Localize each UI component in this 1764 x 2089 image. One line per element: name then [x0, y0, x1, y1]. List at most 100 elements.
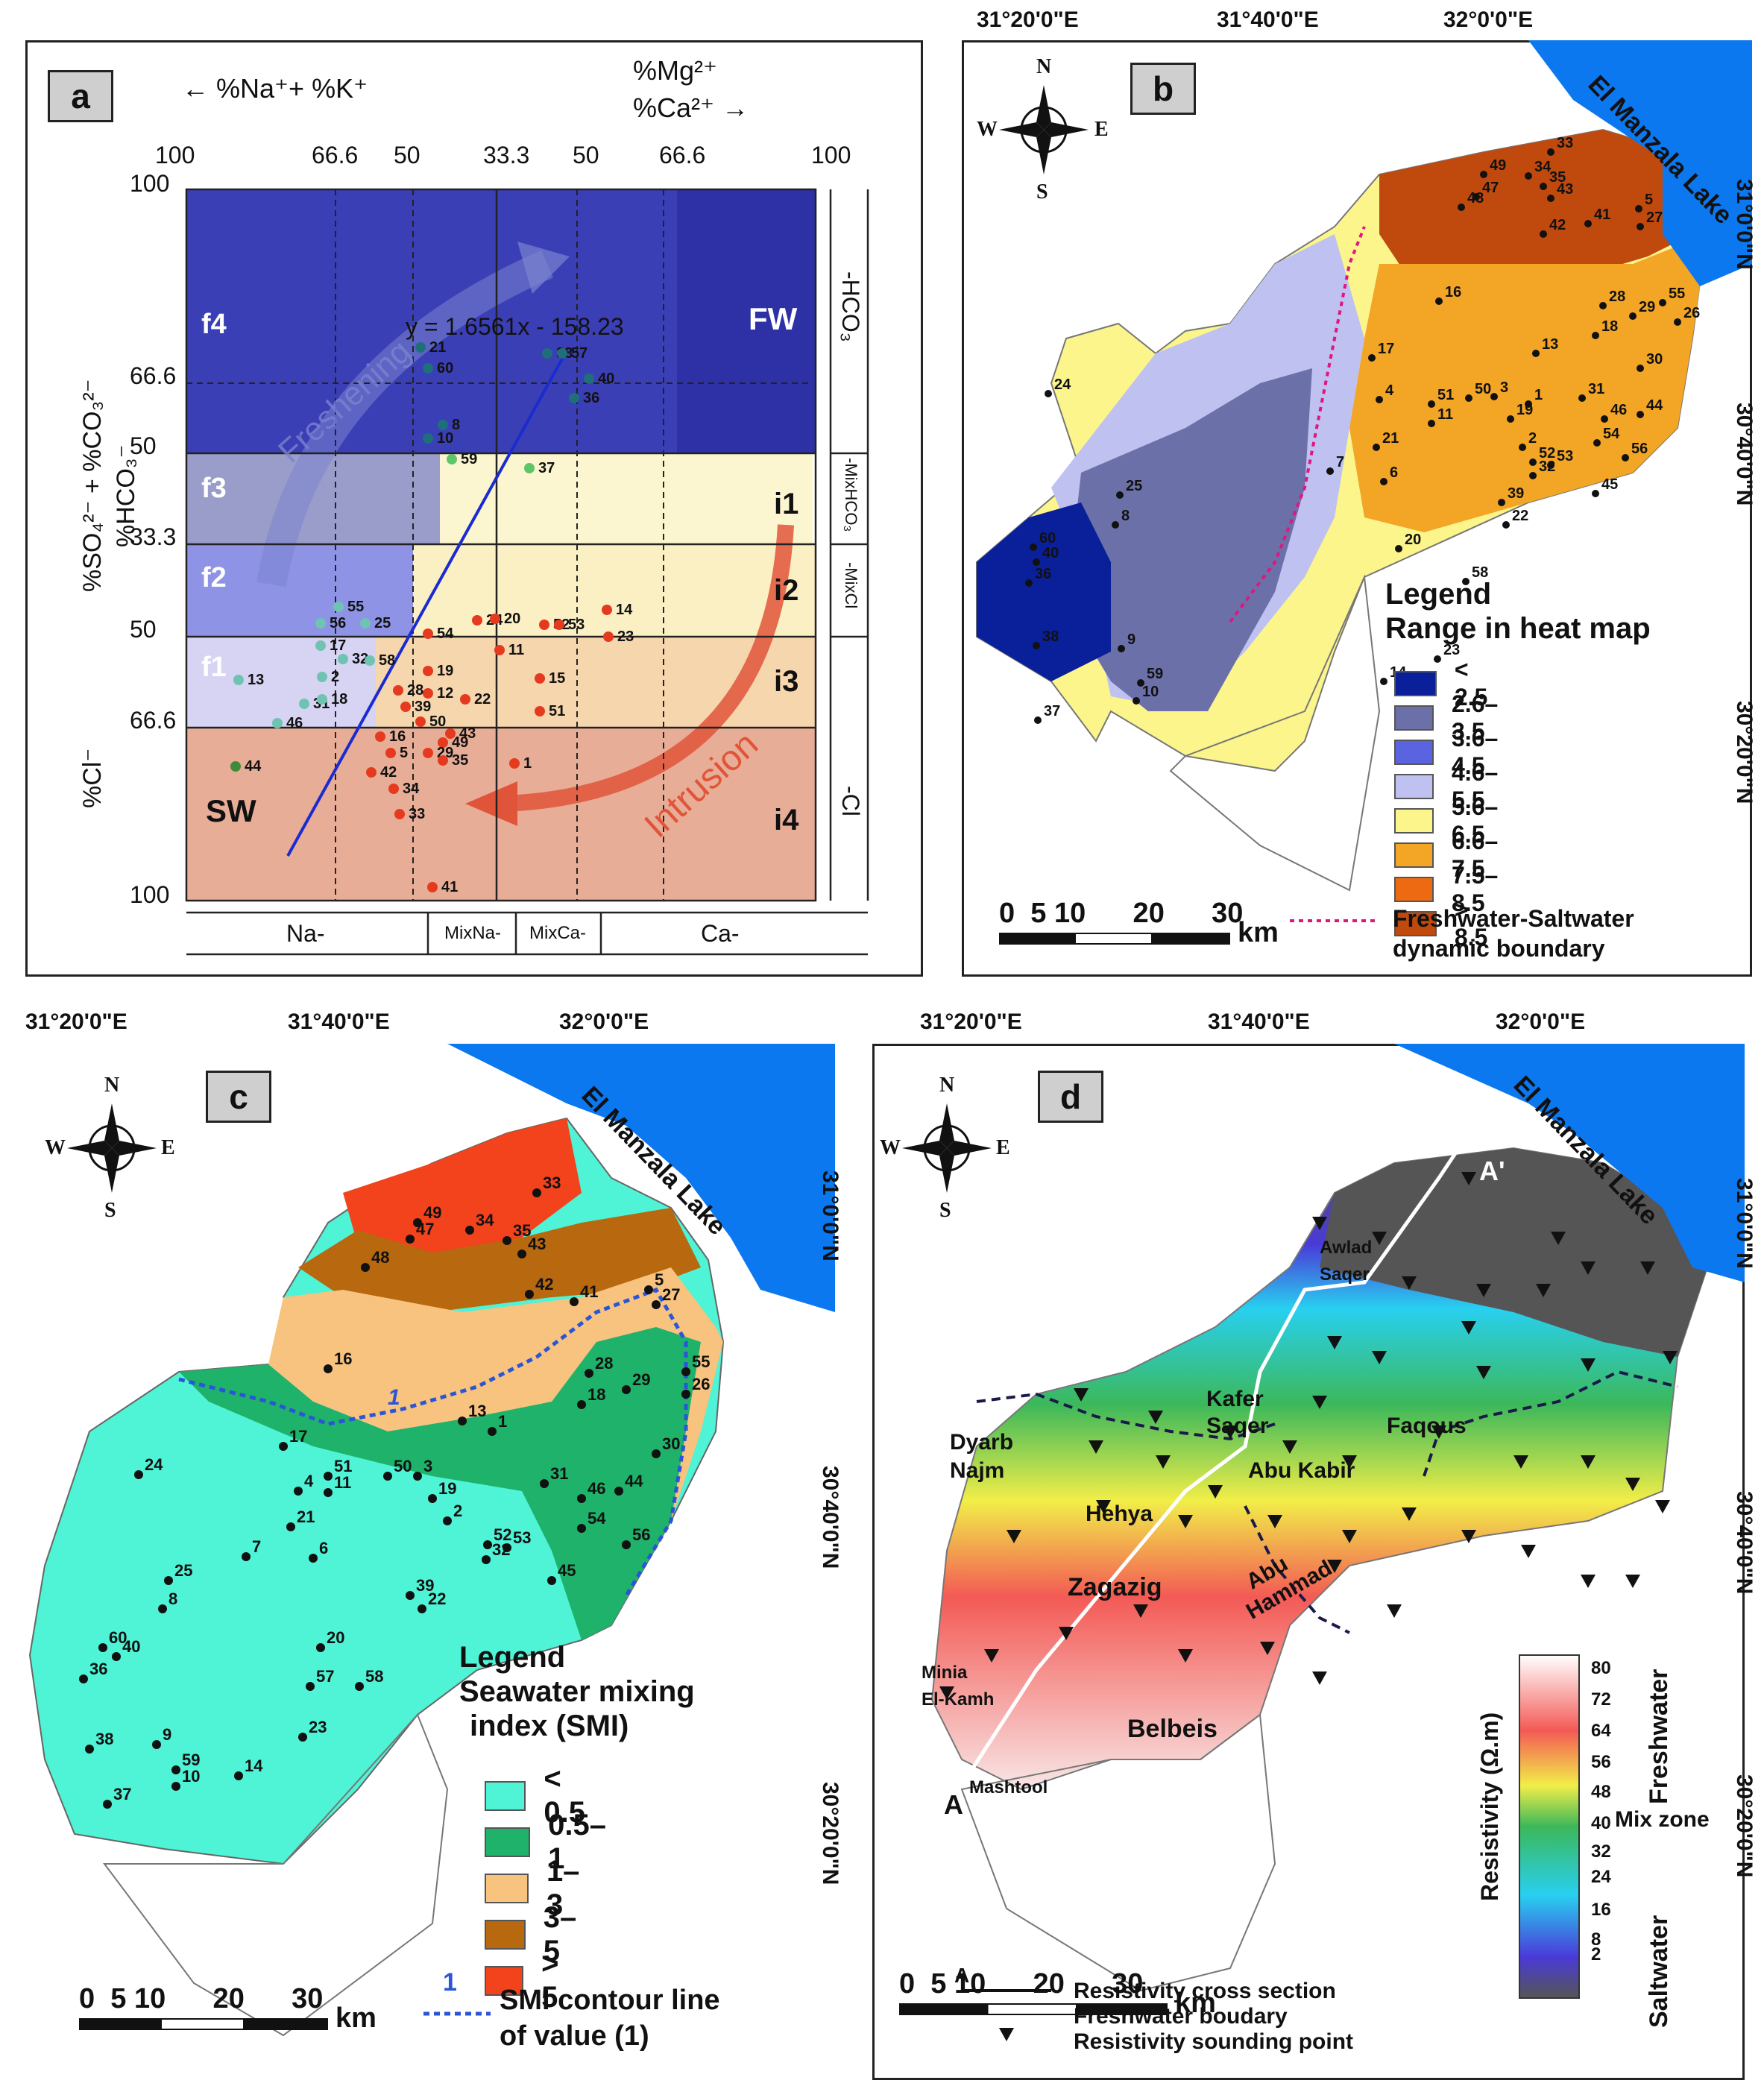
legend-item: 3.6–4.5 — [1394, 725, 1511, 780]
scale-bar: 0 5 10 20 30 km — [999, 898, 1279, 948]
well-label: 5 — [1645, 192, 1653, 208]
well-label: 45 — [1601, 476, 1618, 493]
sample-point — [490, 614, 500, 624]
sounding-point — [1581, 1358, 1596, 1372]
well-point — [1659, 299, 1666, 306]
well-point — [158, 1604, 167, 1613]
sample-point — [360, 618, 371, 628]
sample-point-label: 37 — [538, 460, 555, 476]
legend-item: > 5 — [485, 1947, 572, 2014]
well-point — [1472, 193, 1480, 201]
well-label: 23 — [1443, 642, 1460, 658]
sounding-point — [984, 1649, 999, 1663]
well-point — [1629, 312, 1637, 320]
bottom-label-mixca: MixCa- — [529, 923, 586, 943]
well-point — [1112, 521, 1119, 529]
well-label: 9 — [1127, 631, 1135, 648]
well-label: 40 — [1042, 545, 1059, 561]
sounding-point — [1581, 1575, 1596, 1588]
well-point — [1601, 415, 1608, 423]
well-label: 32 — [1539, 459, 1555, 475]
well-label: 28 — [595, 1354, 613, 1373]
zone-label-f3: f3 — [201, 473, 227, 504]
well-point — [413, 1472, 422, 1481]
sample-point — [272, 718, 283, 728]
well-point — [681, 1390, 690, 1399]
place-label: Kafer — [1206, 1387, 1264, 1411]
c-right-coord-2: 30°40'0"N — [818, 1466, 842, 1569]
colorbar-tick: 32 — [1591, 1841, 1611, 1862]
c-right-coord-3: 30°20'0"N — [818, 1782, 842, 1885]
sample-point-label: 58 — [379, 652, 395, 669]
well-point — [1373, 444, 1380, 451]
right-label-cl: -Cl — [837, 786, 864, 816]
scale-unit: km — [1238, 917, 1279, 948]
well-point — [234, 1771, 243, 1780]
lake — [447, 1044, 835, 1312]
scale-unit: km — [1175, 1988, 1216, 2019]
sounding-point — [1096, 1500, 1111, 1513]
legend-item: 2.6–3.5 — [1394, 690, 1511, 746]
sample-point-label: 51 — [549, 703, 565, 719]
well-label: 31 — [1588, 381, 1604, 397]
well-point — [361, 1263, 370, 1272]
sample-point — [524, 463, 535, 473]
dark-blue-zone — [977, 502, 1111, 681]
well-label: 56 — [632, 1525, 650, 1544]
well-point — [112, 1652, 121, 1661]
c-right-coord-1: 31°0'0"N — [818, 1170, 842, 1261]
sounding-point — [1663, 1351, 1678, 1364]
well-point — [1519, 444, 1526, 451]
sounding-point — [1208, 1485, 1223, 1499]
sample-point-label: 18 — [331, 691, 347, 708]
well-point — [614, 1487, 623, 1496]
left-tick-label: 66.6 — [130, 362, 177, 389]
left-tick-label: 50 — [130, 616, 157, 643]
well-point — [488, 1427, 497, 1436]
legend-title-1: Legend — [1385, 578, 1492, 611]
sounding-point — [1402, 1507, 1417, 1521]
top-tick-label: 33.3 — [483, 142, 530, 168]
well-point — [1637, 365, 1644, 372]
sample-point — [366, 767, 377, 778]
sample-point-label: 44 — [245, 758, 262, 775]
place-label: Belbeis — [1127, 1715, 1218, 1743]
sample-point-label: 12 — [437, 685, 453, 702]
d-right-coord-1: 31°0'0"N — [1732, 1178, 1757, 1269]
sample-point-label: 10 — [437, 430, 453, 447]
well-label: 22 — [1512, 508, 1528, 524]
legend-item: < 0.5 — [485, 1762, 596, 1830]
colorbar-tick: 48 — [1591, 1782, 1611, 1802]
legend-label: 1–3 — [546, 1855, 580, 1921]
zone-label-f4: f4 — [201, 309, 227, 340]
well-point — [1532, 350, 1540, 357]
well-point — [622, 1540, 631, 1549]
well-point — [1540, 183, 1547, 190]
well-label: 23 — [309, 1718, 327, 1736]
compass-w: W — [977, 118, 998, 141]
sample-point-label: 42 — [380, 764, 397, 781]
sample-point-label: 28 — [407, 682, 423, 699]
well-point — [1529, 459, 1537, 466]
sample-point-label: 56 — [330, 615, 346, 631]
sample-point-label: 60 — [437, 360, 453, 376]
legend-label: 6.6–7.5 — [1452, 828, 1499, 882]
well-label: 16 — [1445, 284, 1461, 300]
sample-point — [393, 685, 403, 696]
well-label: 37 — [113, 1785, 131, 1803]
sample-point-label: 11 — [508, 642, 524, 658]
legend-swatch — [1394, 740, 1434, 765]
sample-point-label: 16 — [389, 728, 406, 745]
well-point — [1368, 354, 1376, 362]
dark-zone — [1320, 1148, 1707, 1357]
well-label: 39 — [1508, 485, 1524, 502]
place-label: Saqer — [1320, 1264, 1370, 1285]
sample-point-label: 46 — [286, 715, 303, 731]
well-point — [1592, 332, 1599, 339]
contour-value-label: 1 — [388, 1385, 400, 1410]
well-point — [1435, 297, 1443, 305]
equation-label: y = 1.6561x - 158.23 — [406, 313, 624, 340]
zone-label-i2: i2 — [774, 574, 799, 607]
